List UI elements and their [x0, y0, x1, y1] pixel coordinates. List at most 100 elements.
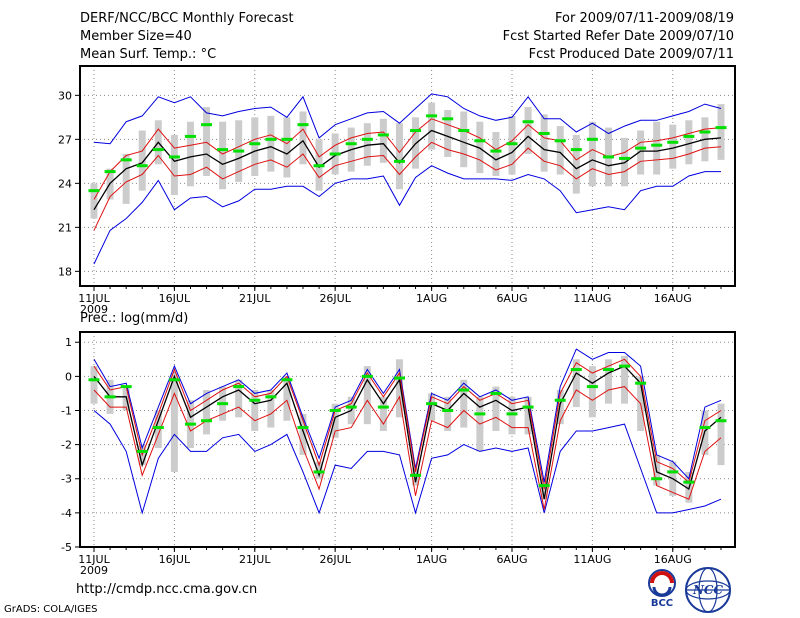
- ensemble-box: [572, 134, 580, 194]
- ensemble-box: [685, 120, 693, 165]
- median-marker: [474, 412, 486, 416]
- median-marker: [201, 123, 213, 127]
- y-tick-label: 24: [58, 177, 72, 190]
- median-marker: [136, 449, 148, 453]
- median-marker: [586, 385, 598, 389]
- median-marker: [361, 137, 373, 141]
- bcc-logo: BCC: [648, 569, 676, 609]
- ncc-logo-text: NCC: [692, 583, 724, 597]
- median-marker: [152, 148, 164, 152]
- median-marker: [184, 134, 196, 138]
- ensemble-box: [492, 132, 500, 176]
- ensemble-box: [717, 104, 725, 160]
- x-tick-label: 16AUG: [654, 292, 692, 305]
- ensemble-box: [395, 359, 403, 418]
- ensemble-box: [604, 359, 612, 404]
- ensemble-box: [299, 111, 307, 165]
- ensemble-mean-line: [93, 365, 722, 500]
- upper-stddev-line: [93, 358, 722, 490]
- median-marker: [410, 129, 422, 133]
- ensemble-box: [460, 111, 468, 168]
- ensemble-box: [460, 379, 468, 428]
- ensemble-box: [717, 403, 725, 466]
- x-tick-label: 6AUG: [496, 292, 527, 305]
- ensemble-box: [492, 386, 500, 431]
- ensemble-box: [251, 390, 259, 431]
- median-marker: [233, 149, 245, 153]
- ensemble-box: [653, 121, 661, 175]
- median-marker: [651, 477, 663, 481]
- y-tick-label: -3: [61, 473, 72, 486]
- ensemble-box: [508, 396, 516, 435]
- median-marker: [152, 426, 164, 430]
- median-marker: [233, 385, 245, 389]
- ensemble-box: [524, 107, 532, 154]
- ensemble-box: [90, 366, 98, 404]
- median-marker: [168, 155, 180, 159]
- ensemble-box: [412, 468, 420, 486]
- median-marker: [602, 368, 614, 372]
- median-marker: [683, 134, 695, 138]
- median-marker: [297, 426, 309, 430]
- ensemble-box: [428, 393, 436, 421]
- ensemble-box: [154, 410, 162, 449]
- median-marker: [104, 170, 116, 174]
- ensemble-box: [428, 102, 436, 150]
- ensemble-box: [363, 123, 371, 166]
- median-marker: [538, 131, 550, 135]
- x-tick-label: 21JUL: [239, 292, 271, 305]
- ensemble-box: [138, 130, 146, 191]
- median-marker: [619, 364, 631, 368]
- median-marker: [136, 164, 148, 168]
- ensemble-box: [331, 403, 339, 438]
- median-marker: [619, 156, 631, 160]
- median-marker: [554, 139, 566, 143]
- ensemble-box: [251, 117, 259, 176]
- ensemble-box: [90, 183, 98, 219]
- median-marker: [474, 139, 486, 143]
- median-marker: [168, 378, 180, 382]
- ensemble-box: [621, 355, 629, 404]
- median-marker: [265, 137, 277, 141]
- median-marker: [313, 164, 325, 168]
- year-label: 2009: [80, 564, 108, 577]
- median-marker: [602, 155, 614, 159]
- chart-title: DERF/NCC/BCC Monthly Forecast: [80, 11, 294, 26]
- max-line: [93, 348, 722, 483]
- year-label: 2009: [80, 303, 108, 316]
- y-tick-label: 27: [58, 133, 72, 146]
- median-marker: [104, 395, 116, 399]
- ensemble-box: [283, 117, 291, 178]
- x-tick-label: 1AUG: [416, 553, 447, 566]
- ensemble-box: [556, 126, 564, 175]
- plot-frame: [79, 65, 736, 287]
- median-marker: [329, 408, 341, 412]
- median-marker: [683, 480, 695, 484]
- median-marker: [715, 126, 727, 130]
- x-tick-label: 1AUG: [416, 292, 447, 305]
- ensemble-box: [186, 121, 194, 187]
- y-tick-label: -2: [61, 439, 72, 452]
- median-marker: [249, 398, 261, 402]
- x-tick-label: 11JUL: [78, 292, 110, 305]
- median-marker: [217, 148, 229, 152]
- y-tick-label: -5: [61, 541, 72, 554]
- median-marker: [297, 123, 309, 127]
- max-line: [93, 93, 722, 145]
- y-tick-label: -4: [61, 507, 72, 520]
- ensemble-box: [540, 114, 548, 172]
- member-size-label: Member Size=40: [80, 29, 192, 44]
- ensemble-box: [379, 118, 387, 163]
- ensemble-box: [363, 366, 371, 425]
- median-marker: [538, 484, 550, 488]
- chart-panel-2: 1 0 -1 -2 -3 -4 -5 11JUL 16JUL 21JUL 26JUL 1AUG 6AUG…: [61, 311, 736, 577]
- y-tick-label: -1: [61, 404, 72, 417]
- median-marker: [699, 130, 711, 134]
- forecast-period-label: For 2009/07/11-2009/08/19: [555, 11, 734, 26]
- min-line: [93, 165, 721, 265]
- median-marker: [490, 149, 502, 153]
- median-marker: [120, 158, 132, 162]
- median-marker: [554, 398, 566, 402]
- ensemble-box: [476, 121, 484, 174]
- ensemble-box: [669, 124, 677, 169]
